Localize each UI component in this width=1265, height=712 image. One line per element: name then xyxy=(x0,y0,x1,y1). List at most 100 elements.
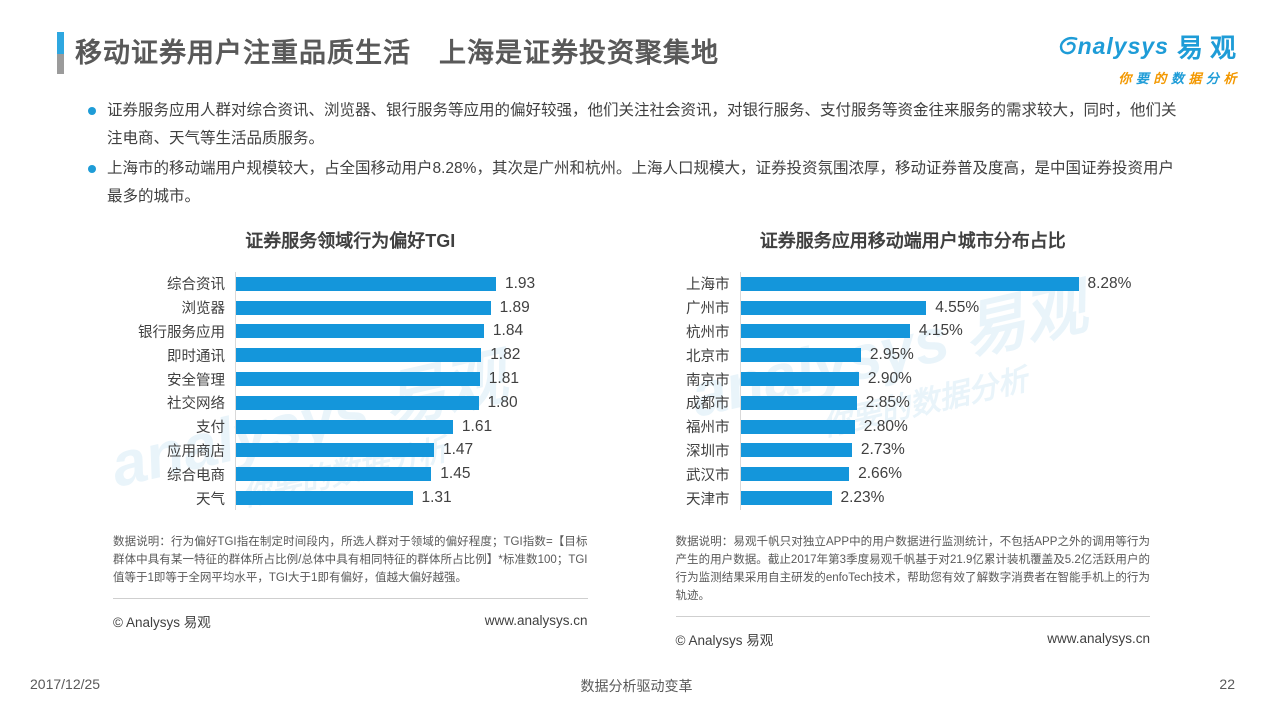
title-accent-bar xyxy=(57,32,64,74)
bar-area: 4.55% xyxy=(739,295,1151,320)
divider xyxy=(675,615,1150,617)
chart-row: 浏览器 1.89 xyxy=(113,295,588,320)
chart-title: 证券服务领域行为偏好TGI xyxy=(245,231,456,251)
bar-area: 2.85% xyxy=(739,390,1151,415)
bar-area: 1.80 xyxy=(235,390,588,415)
chart-row: 杭州市 4.15% xyxy=(676,319,1151,344)
chart-row: 武汉市 2.66% xyxy=(676,462,1151,487)
chart-row: 上海市 8.28% xyxy=(676,272,1151,296)
category-label: 浏览器 xyxy=(181,301,226,318)
chart-row: 应用商店 1.47 xyxy=(113,438,588,463)
data-bar xyxy=(740,324,910,339)
chart-row: 综合电商 1.45 xyxy=(113,462,588,487)
chart-row: 广州市 4.55% xyxy=(676,295,1151,320)
value-label: 1.45 xyxy=(440,465,471,483)
bar-chart: 上海市 8.28% 广州市 4.55% 杭州市 4.15% 北京市 2.95% 南京市 2.90%… xyxy=(676,272,1151,510)
source-row: © Analysys 易观 www.analysys.cn xyxy=(676,629,1151,649)
copyright-label: © Analysys 易观 xyxy=(113,614,211,630)
bullet-item: 证券服务应用人群对综合资讯、浏览器、银行服务等应用的偏好较强，他们关注社会资讯，… xyxy=(88,97,1184,152)
chart-row: 成都市 2.85% xyxy=(676,390,1151,415)
category-label: 天气 xyxy=(196,491,225,508)
chart-row: 深圳市 2.73% xyxy=(676,438,1151,463)
category-label: 即时通讯 xyxy=(167,348,225,365)
chart-footnote: 数据说明：易观千帆只对独立APP中的用户数据进行监测统计，不包括APP之外的调用… xyxy=(675,535,1151,602)
chart-row: 银行服务应用 1.84 xyxy=(113,319,588,344)
chart-row: 天气 1.31 xyxy=(113,486,588,510)
category-label: 社交网络 xyxy=(167,396,225,413)
value-label: 2.66% xyxy=(858,465,903,483)
value-label: 4.15% xyxy=(918,322,963,340)
bullet-dot-icon xyxy=(88,107,96,115)
charts-area: 证券服务领域行为偏好TGI 综合资讯 1.93 浏览器 1.89 银行服务应用 1.84 即… xyxy=(113,228,1150,649)
value-label: 1.61 xyxy=(461,417,493,435)
data-bar xyxy=(236,419,453,434)
bar-area: 2.23% xyxy=(739,486,1151,510)
category-label: 综合资讯 xyxy=(167,277,225,294)
value-label: 2.23% xyxy=(840,489,885,507)
data-bar xyxy=(236,276,496,291)
bar-area: 2.95% xyxy=(739,343,1151,368)
data-bar xyxy=(236,467,432,482)
data-bar xyxy=(740,467,850,482)
website-link[interactable]: www.analysys.cn xyxy=(1047,631,1150,647)
category-label: 南京市 xyxy=(686,372,730,389)
data-bar xyxy=(740,443,852,458)
footer-date: 2017/12/25 xyxy=(30,676,101,692)
bullet-text: 上海市的移动端用户规模较大，占全国移动用户8.28%，其次是广州和杭州。上海人口… xyxy=(107,160,1174,205)
data-bar xyxy=(740,300,927,315)
tgi-chart: 证券服务领域行为偏好TGI 综合资讯 1.93 浏览器 1.89 银行服务应用 1.84 即… xyxy=(113,228,588,649)
bar-area: 1.31 xyxy=(235,486,588,510)
website-link[interactable]: www.analysys.cn xyxy=(484,613,588,629)
logo-brand-en: nalysys xyxy=(1077,33,1169,59)
chart-footnote: 数据说明：行为偏好TGI指在制定时间段内，所选人群对于领域的偏好程度；TGI指数… xyxy=(113,535,588,584)
category-label: 福州市 xyxy=(686,420,730,437)
city-distribution-chart: 证券服务应用移动端用户城市分布占比 上海市 8.28% 广州市 4.55% 杭州市 4.1… xyxy=(675,228,1151,649)
data-bar xyxy=(236,443,434,458)
category-label: 银行服务应用 xyxy=(138,324,225,341)
data-bar xyxy=(740,395,857,410)
bar-area: 2.80% xyxy=(739,414,1151,439)
bar-chart: 综合资讯 1.93 浏览器 1.89 银行服务应用 1.84 即时通讯 1.82 安全管理 1.8… xyxy=(113,272,588,510)
bullet-item: 上海市的移动端用户规模较大，占全国移动用户8.28%，其次是广州和杭州。上海人口… xyxy=(88,155,1184,210)
bar-area: 1.82 xyxy=(235,343,588,368)
bar-area: 8.28% xyxy=(739,272,1151,296)
category-label: 应用商店 xyxy=(167,443,225,460)
divider xyxy=(113,597,588,599)
data-bar xyxy=(236,395,479,410)
value-label: 1.82 xyxy=(490,346,521,364)
data-bar xyxy=(236,324,484,339)
analysys-swirl-icon xyxy=(1057,35,1080,58)
chart-row: 支付 1.61 xyxy=(113,414,588,439)
value-label: 2.90% xyxy=(867,370,912,388)
summary-bullets: 证券服务应用人群对综合资讯、浏览器、银行服务等应用的偏好较强，他们关注社会资讯，… xyxy=(88,97,1184,213)
bar-area: 2.73% xyxy=(739,438,1151,463)
category-label: 北京市 xyxy=(686,348,730,365)
bar-area: 1.89 xyxy=(235,295,588,320)
bullet-dot-icon xyxy=(88,165,96,174)
footer-slogan: 数据分析驱动变革 xyxy=(580,678,693,694)
value-label: 1.84 xyxy=(492,322,524,340)
data-bar xyxy=(740,491,832,506)
category-label: 深圳市 xyxy=(686,443,730,460)
chart-row: 南京市 2.90% xyxy=(676,367,1151,391)
value-label: 2.73% xyxy=(860,441,905,459)
data-bar xyxy=(740,419,855,434)
bar-area: 1.61 xyxy=(235,414,588,439)
category-label: 杭州市 xyxy=(686,324,730,341)
chart-row: 社交网络 1.80 xyxy=(113,390,588,415)
slide-footer: 2017/12/25 数据分析驱动变革 22 xyxy=(30,676,1243,696)
copyright-label: © Analysys 易观 xyxy=(675,632,774,648)
value-label: 1.81 xyxy=(488,370,519,388)
value-label: 2.85% xyxy=(865,393,910,411)
page-number: 22 xyxy=(1219,676,1235,692)
category-label: 广州市 xyxy=(686,301,730,318)
data-bar xyxy=(740,372,859,387)
source-row: © Analysys 易观 www.analysys.cn xyxy=(113,611,588,631)
chart-row: 北京市 2.95% xyxy=(676,343,1151,368)
analysys-logo: nalysys 易观 你要的数据分析 xyxy=(1057,28,1243,87)
category-label: 武汉市 xyxy=(686,467,730,484)
bar-area: 1.93 xyxy=(235,272,588,296)
chart-row: 安全管理 1.81 xyxy=(113,367,588,391)
value-label: 4.55% xyxy=(935,298,980,316)
